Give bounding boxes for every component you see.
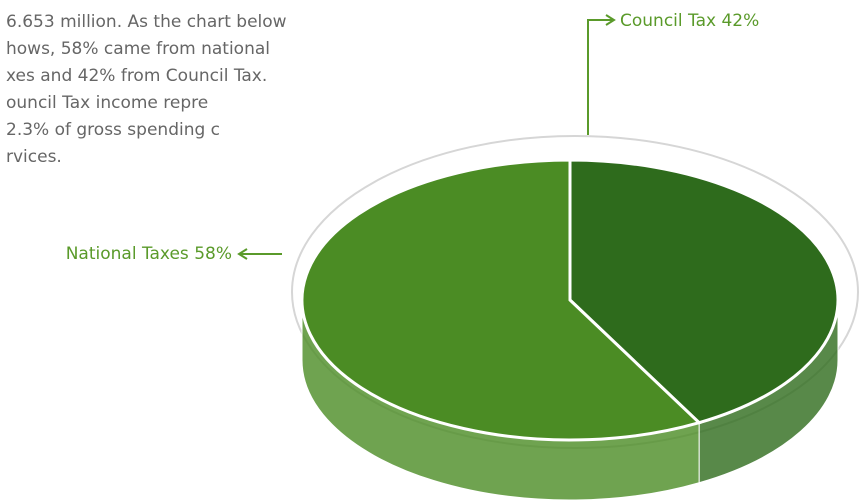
paragraph-line: ouncil Tax income repre (6, 93, 208, 113)
leader-line (588, 20, 612, 135)
paragraph-line: rvices. (6, 147, 62, 167)
paragraph-line: 2.3% of gross spending c (6, 120, 220, 140)
slice-label: National Taxes 58% (66, 244, 232, 264)
value-label: 58% (194, 244, 232, 264)
paragraph-line: 6.653 million. As the chart below (6, 12, 287, 32)
category: Council Tax (620, 11, 716, 31)
paragraph-line: xes and 42% from Council Tax. (6, 66, 267, 86)
paragraph: 6.653 million. As the chart below hows, 5… (6, 12, 287, 167)
slice-label: Council Tax 42% (620, 11, 759, 31)
value-label: 42% (721, 11, 759, 31)
paragraph-line: hows, 58% came from national (6, 39, 270, 59)
page: 6.653 million. As the chart below hows, 5… (0, 0, 859, 501)
pie (302, 160, 838, 500)
category: National Taxes (66, 244, 189, 264)
chart: 6.653 million. As the chart below hows, 5… (0, 0, 859, 501)
